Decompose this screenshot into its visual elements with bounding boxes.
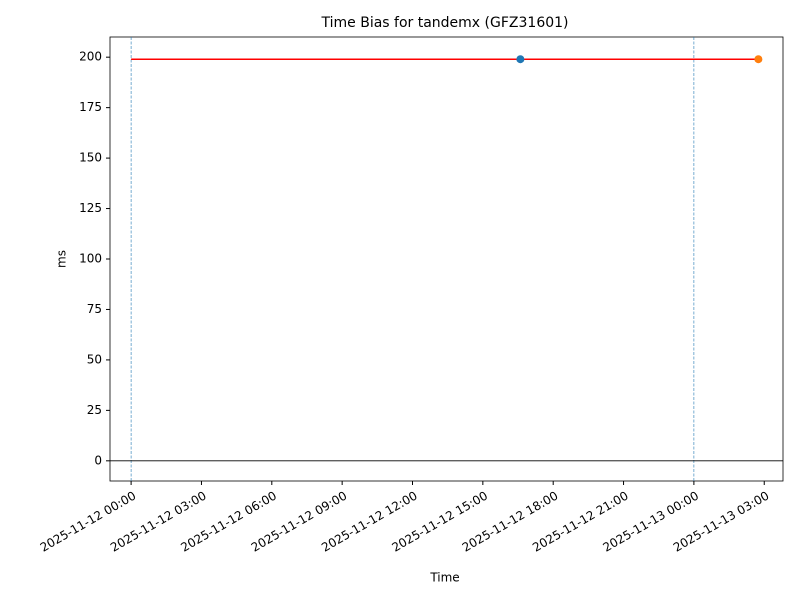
data-point (754, 55, 763, 64)
plot-frame (109, 36, 784, 482)
y-tick-label: 25 (87, 403, 102, 417)
y-tick-label: 0 (94, 453, 102, 467)
y-tick-label: 125 (79, 201, 102, 215)
y-tick-label: 175 (79, 100, 102, 114)
y-tick-label: 50 (87, 352, 102, 366)
y-axis-label: ms (55, 250, 69, 268)
data-point (516, 55, 525, 64)
chart-title: Time Bias for tandemx (GFZ31601) (321, 15, 569, 31)
y-tick-label: 150 (79, 151, 102, 165)
y-tick-label: 75 (87, 302, 102, 316)
x-axis-label: Time (429, 571, 459, 585)
y-tick-label: 100 (79, 252, 102, 266)
y-tick-label: 200 (79, 50, 102, 64)
